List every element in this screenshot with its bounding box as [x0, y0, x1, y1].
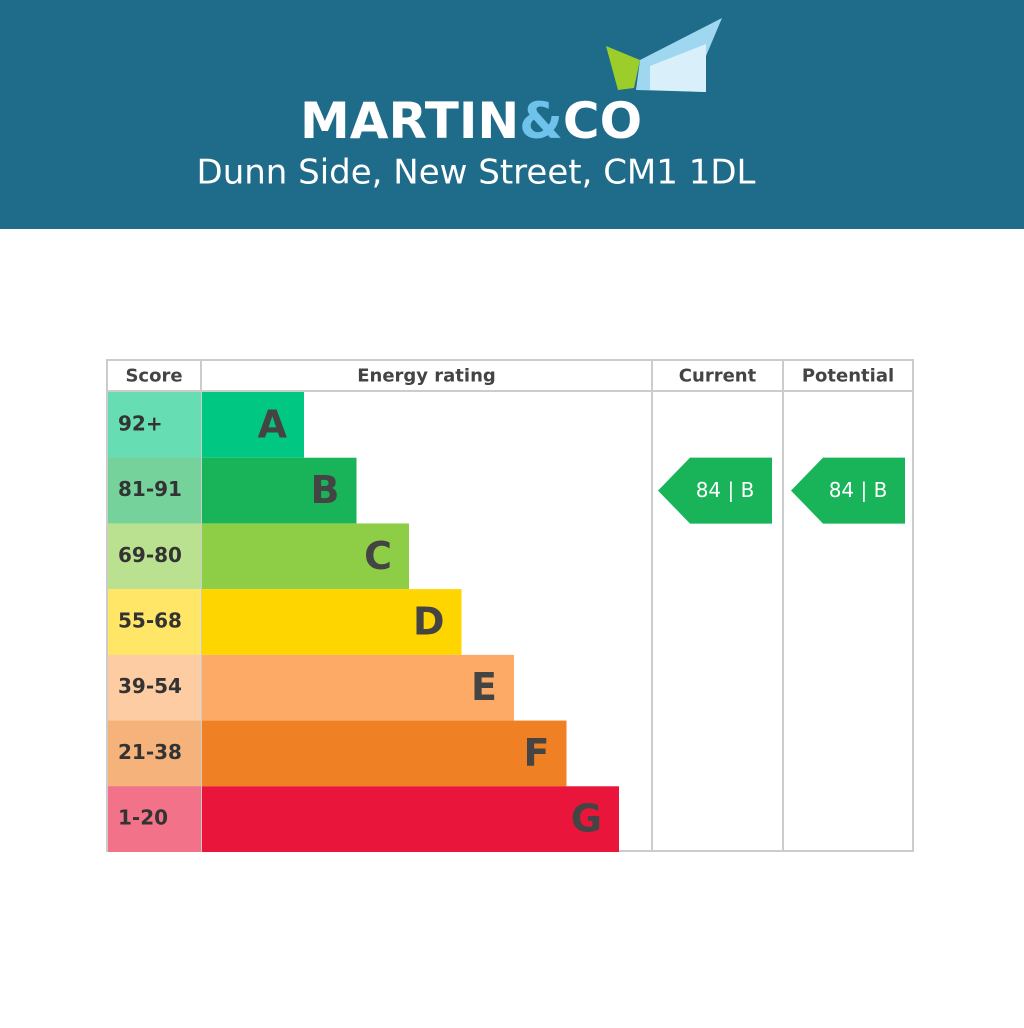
rating-bar — [202, 654, 514, 721]
rating-bar — [202, 523, 409, 590]
score-cell — [108, 392, 201, 458]
score-label: 92+ — [118, 411, 163, 435]
score-cell-tint — [108, 589, 201, 655]
column-header: Potential — [802, 366, 894, 387]
brand-text: MARTIN — [300, 92, 519, 150]
column-header: Current — [679, 366, 757, 387]
rating-bar — [202, 786, 619, 852]
score-cell-tint — [108, 654, 201, 721]
score-cell-tint — [108, 720, 201, 787]
score-cell-tint — [108, 392, 201, 458]
brand-amp: & — [519, 92, 563, 150]
rating-bar — [202, 720, 567, 787]
score-cell — [108, 786, 201, 852]
score-label: 69-80 — [118, 543, 182, 567]
score-cell — [108, 523, 201, 590]
epc-table: Score Energy rating Current Potential 92+ A 81… — [106, 359, 914, 852]
score-label: 39-54 — [118, 674, 182, 698]
rating-letter: F — [524, 731, 550, 775]
rating-letter: E — [471, 665, 497, 709]
score-label: 1-20 — [118, 806, 168, 830]
rating-letter: G — [571, 797, 602, 841]
rating-bar — [202, 392, 304, 458]
rating-letter: B — [311, 468, 340, 512]
rating-letter: A — [258, 402, 288, 446]
score-cell — [108, 720, 201, 787]
rating-letter: D — [413, 600, 445, 644]
rating-arrow — [791, 457, 905, 524]
score-label: 81-91 — [118, 477, 182, 501]
brand-logo: MARTIN&CO — [300, 92, 642, 150]
header-band — [0, 0, 1024, 229]
score-cell-tint — [108, 523, 201, 590]
rating-bar — [202, 457, 357, 524]
rating-letter: C — [364, 534, 392, 578]
score-cell-tint — [108, 786, 201, 852]
logo-icon — [606, 18, 722, 92]
score-cell — [108, 654, 201, 721]
score-cell — [108, 457, 201, 524]
rating-arrow — [658, 457, 772, 524]
score-cell — [108, 589, 201, 655]
score-cell-tint — [108, 457, 201, 524]
rating-arrow-label: 84 | B — [829, 478, 888, 502]
column-header: Energy rating — [357, 366, 496, 387]
column-header: Score — [125, 366, 182, 387]
rating-bar — [202, 589, 462, 655]
rating-arrow-label: 84 | B — [696, 478, 755, 502]
address: Dunn Side, New Street, CM1 1DL — [197, 153, 756, 193]
score-label: 21-38 — [118, 740, 182, 764]
score-label: 55-68 — [118, 609, 182, 633]
brand-text-end: CO — [563, 92, 642, 150]
